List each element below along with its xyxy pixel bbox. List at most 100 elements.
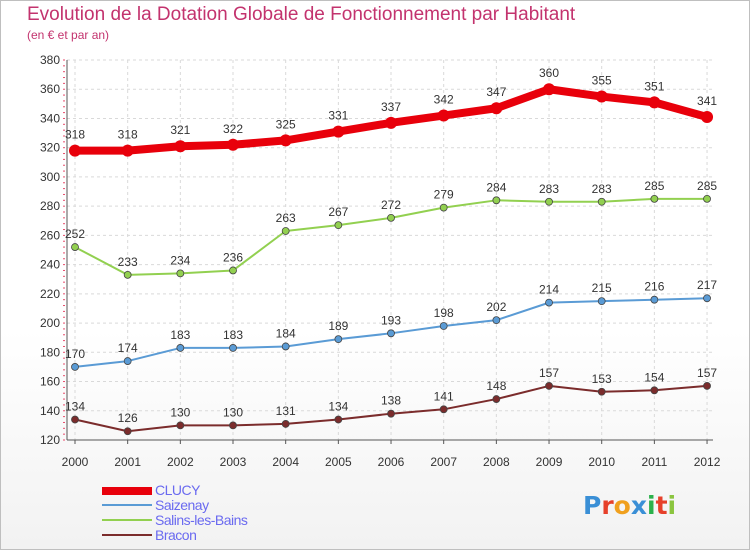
- logo-letter: o: [613, 491, 631, 520]
- data-label: 215: [592, 281, 612, 295]
- data-label: 252: [65, 227, 85, 241]
- data-point: [123, 357, 132, 365]
- chart-title: Evolution de la Dotation Globale de Fonc…: [27, 4, 576, 25]
- data-label: 272: [381, 198, 401, 212]
- data-label: 217: [697, 278, 717, 292]
- y-tick-label: 200: [40, 316, 60, 330]
- data-label: 355: [592, 74, 612, 88]
- x-tick-label: 2002: [167, 455, 194, 469]
- data-point: [595, 90, 608, 103]
- x-tick-label: 2001: [114, 455, 141, 469]
- data-label: 279: [434, 188, 454, 202]
- data-point: [71, 415, 79, 424]
- data-label: 341: [697, 94, 717, 108]
- data-point: [69, 144, 81, 157]
- data-point: [176, 269, 185, 278]
- data-point: [279, 134, 292, 147]
- legend-swatch-saizenay: [102, 504, 152, 506]
- data-label: 318: [65, 128, 85, 142]
- data-point: [650, 386, 659, 395]
- data-label: 285: [697, 179, 717, 193]
- data-label: 337: [381, 100, 401, 114]
- data-point: [385, 116, 398, 129]
- logo-letter: P: [583, 491, 602, 520]
- data-label: 131: [276, 404, 296, 418]
- data-label: 134: [65, 400, 85, 414]
- data-label: 331: [328, 109, 348, 123]
- data-point: [648, 96, 661, 109]
- data-label: 198: [434, 306, 454, 320]
- data-point: [176, 344, 185, 352]
- legend-label-salins: Salins-les-Bains: [155, 512, 248, 528]
- data-point: [123, 427, 132, 436]
- data-label: 189: [328, 319, 348, 333]
- data-label: 263: [276, 211, 296, 225]
- data-label: 325: [276, 117, 296, 131]
- data-point: [281, 227, 290, 235]
- data-point: [701, 111, 714, 123]
- data-point: [492, 395, 501, 403]
- data-point: [227, 138, 240, 151]
- data-point: [334, 415, 343, 424]
- data-point: [334, 335, 343, 344]
- series-lines: [69, 83, 714, 436]
- legend-swatch-salins: [102, 519, 152, 521]
- x-tick-label: 2003: [220, 455, 247, 469]
- data-point: [123, 270, 132, 279]
- data-point: [121, 144, 134, 157]
- y-tick-label: 340: [40, 111, 60, 125]
- data-point: [71, 363, 79, 371]
- logo-letter: t: [655, 491, 668, 520]
- data-point: [437, 109, 450, 122]
- data-point: [229, 421, 237, 430]
- data-point: [492, 316, 501, 325]
- data-label: 283: [592, 182, 612, 196]
- data-label: 351: [644, 79, 664, 93]
- data-label: 130: [223, 405, 243, 419]
- data-label: 360: [539, 66, 559, 80]
- data-point: [650, 194, 659, 203]
- data-label: 347: [486, 85, 506, 99]
- data-label: 134: [328, 400, 348, 414]
- data-point: [492, 196, 501, 205]
- y-tick-label: 120: [40, 433, 60, 447]
- data-label: 184: [276, 326, 296, 340]
- y-tick-label: 220: [40, 287, 60, 301]
- logo-letter: i: [667, 491, 677, 520]
- data-label: 234: [170, 253, 190, 267]
- legend-label-saizenay: Saizenay: [155, 497, 209, 513]
- proxiti-logo: Proxiti: [583, 491, 676, 520]
- legend-label-bracon: Bracon: [155, 527, 197, 543]
- x-tick-label: 2007: [430, 455, 457, 469]
- data-label: 193: [381, 313, 401, 327]
- data-label: 174: [118, 341, 138, 355]
- y-tick-label: 180: [40, 345, 60, 359]
- y-tick-label: 260: [40, 228, 60, 242]
- legend-label-clucy: CLUCY: [155, 482, 200, 498]
- data-point: [597, 387, 606, 396]
- data-point: [543, 83, 556, 96]
- data-point: [703, 194, 711, 203]
- data-label: 157: [697, 366, 717, 380]
- logo-letter: r: [601, 491, 614, 520]
- x-tick-label: 2012: [694, 455, 721, 469]
- y-tick-label: 160: [40, 375, 60, 389]
- data-label: 202: [486, 300, 506, 314]
- data-label: 154: [644, 370, 664, 384]
- data-point: [597, 197, 606, 206]
- data-point: [174, 140, 187, 153]
- data-point: [281, 342, 290, 351]
- x-tick-label: 2010: [588, 455, 615, 469]
- data-label: 214: [539, 283, 559, 297]
- data-label: 233: [118, 255, 138, 269]
- data-label: 148: [486, 379, 506, 393]
- y-tick-label: 360: [40, 82, 60, 96]
- data-point: [229, 266, 237, 275]
- data-label: 322: [223, 122, 243, 136]
- data-label: 170: [65, 347, 85, 361]
- data-label: 321: [170, 123, 190, 137]
- data-label: 283: [539, 182, 559, 196]
- y-tick-label: 320: [40, 141, 60, 155]
- y-tick-label: 380: [40, 53, 60, 67]
